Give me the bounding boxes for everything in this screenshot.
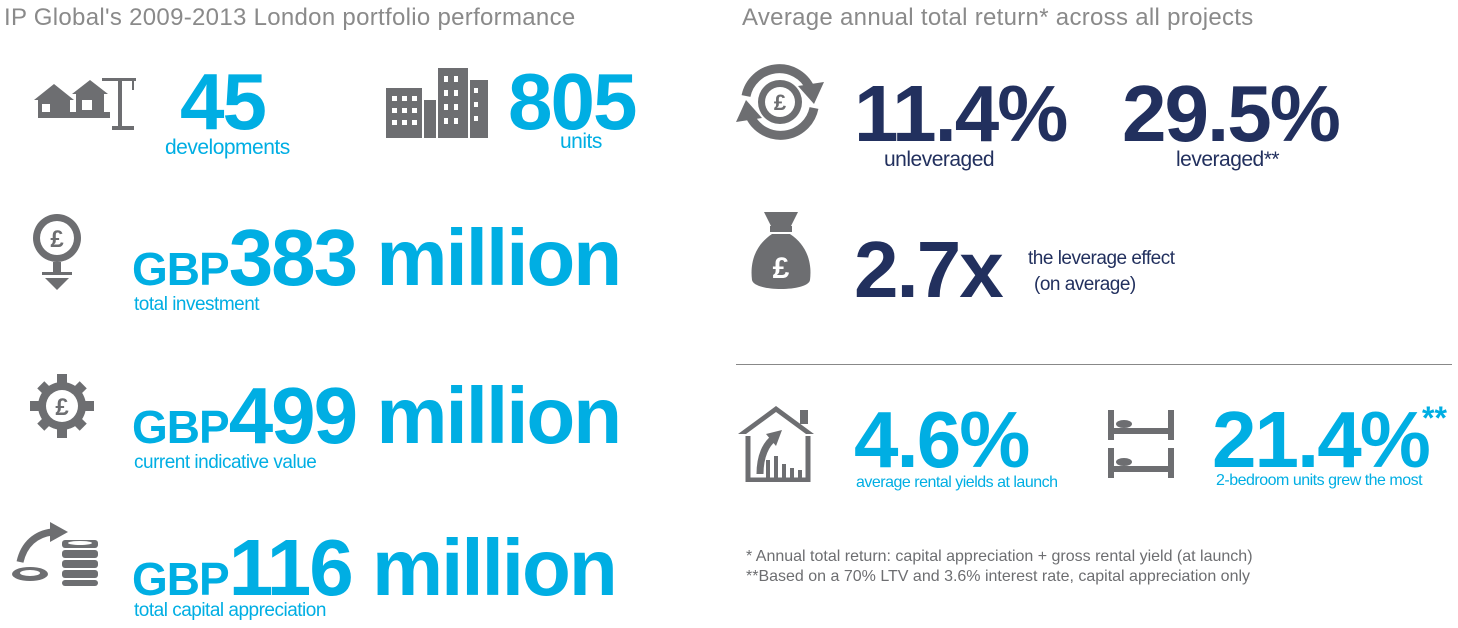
houses-crane-icon xyxy=(32,72,138,132)
money-bag-icon: £ xyxy=(748,208,814,296)
unleveraged-label: unleveraged xyxy=(884,148,995,171)
coins-growth-icon xyxy=(6,516,102,586)
units-label: units xyxy=(560,130,602,153)
investment-label: total investment xyxy=(134,294,260,315)
leverage-label-line2: (on average) xyxy=(1034,274,1136,295)
leveraged-label: leveraged** xyxy=(1176,148,1280,171)
appreciation-label: total capital appreciation xyxy=(134,600,326,621)
leverage-label-line1: the leverage effect xyxy=(1028,248,1175,269)
unleveraged-value: 11.4% xyxy=(854,69,1068,158)
leverage-value: 2.7x xyxy=(854,225,1004,314)
bedroom-suffix: ** xyxy=(1422,400,1447,436)
svg-text:£: £ xyxy=(774,90,787,115)
indicative-amount: 499 million xyxy=(228,371,622,460)
pound-cycle-icon: £ xyxy=(728,58,832,146)
units-value: 805 xyxy=(508,57,637,146)
right-heading: Average annual total return* across all … xyxy=(742,4,1254,31)
house-arrow-icon xyxy=(736,404,820,482)
rental-label: average rental yields at launch xyxy=(856,474,1058,491)
footnote-2: **Based on a 70% LTV and 3.6% interest r… xyxy=(746,568,1251,585)
indicative-prefix: GBP xyxy=(132,401,230,453)
svg-text:£: £ xyxy=(50,226,64,253)
appreciation-value: GBP116 million xyxy=(132,528,618,608)
investment-value: GBP383 million xyxy=(132,218,622,298)
appreciation-prefix: GBP xyxy=(132,553,230,605)
rental-value: 4.6% xyxy=(854,395,1030,484)
pound-coin-down-icon: £ xyxy=(28,212,86,292)
developments-value: 45 xyxy=(180,57,267,146)
indicative-label: current indicative value xyxy=(134,452,317,473)
svg-text:£: £ xyxy=(773,252,790,285)
footnote-1: * Annual total return: capital appreciat… xyxy=(746,548,1253,565)
left-heading: IP Global's 2009-2013 London portfolio p… xyxy=(4,4,576,31)
svg-text:£: £ xyxy=(55,394,69,421)
appreciation-amount: 116 million xyxy=(228,523,618,612)
indicative-value: GBP499 million xyxy=(132,376,622,456)
beds-icon xyxy=(1106,408,1176,480)
developments-label: developments xyxy=(165,136,290,159)
bedroom-label: 2-bedroom units grew the most xyxy=(1216,472,1423,489)
investment-prefix: GBP xyxy=(132,243,230,295)
investment-amount: 383 million xyxy=(228,213,622,302)
divider xyxy=(736,364,1452,365)
bedroom-value: 21.4% xyxy=(1212,395,1431,484)
pound-gear-icon: £ xyxy=(28,372,96,440)
buildings-icon xyxy=(384,66,490,138)
leveraged-value: 29.5% xyxy=(1122,69,1341,158)
